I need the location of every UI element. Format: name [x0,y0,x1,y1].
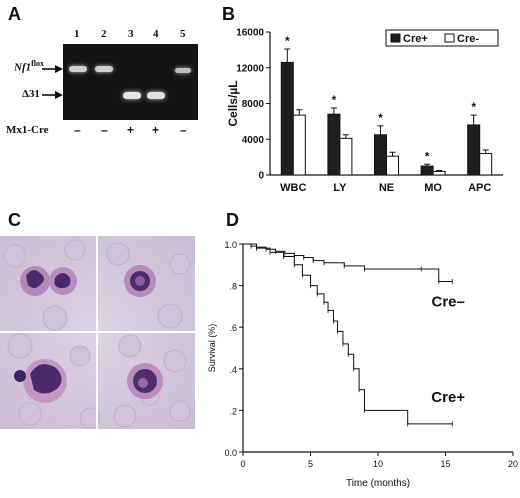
significance-star: * [378,111,383,125]
gel-band-d31-lane3 [123,92,141,99]
bar [432,170,446,176]
y-tick-label: 0 [258,171,264,182]
significance-star: * [332,93,337,107]
x-tick-label: NE [379,182,394,194]
nf1-arrow-icon [42,65,63,73]
y-tick-label: .8 [229,282,237,292]
significance-star: * [471,100,476,114]
legend-swatch [390,33,401,43]
survival-chart: 0.0 .2 .4 .6 .8 1.0 0 5 10 15 20 Survival (%) Time (… [207,240,518,489]
panel-label-a: A [8,4,21,24]
legend-label: Cre+ [403,33,428,45]
legend: Cre+ Cre- [385,29,499,47]
x-axis-label: Time (months) [346,478,410,489]
bar [420,165,434,176]
neutrophil-cell [20,266,77,296]
panel-label-b: B [222,4,235,24]
significance-star: * [425,149,430,163]
panel-label-d: D [226,210,239,230]
gel-lane-number: 3 [128,28,134,40]
x-tick-label: APC [468,182,491,194]
x-tick-label: MO [424,182,442,194]
mx1cre-label: Mx1-Cre [6,124,49,136]
legend-swatch [444,33,455,43]
genotype-sign: + [152,123,160,137]
gel-lane-number: 1 [74,28,80,40]
y-tick-label: .2 [229,406,237,416]
bar [467,124,481,176]
genotype-sign: + [127,123,135,137]
x-tick-label: WBC [280,182,306,194]
genotype-sign: – [74,123,81,137]
nf1-label-sup: flox [31,59,44,68]
panel-label-c: C [8,210,21,230]
gel-band-d31-lane4 [147,92,165,99]
myeloid-cell [124,265,156,297]
y-tick-label: 4000 [242,135,265,146]
x-tick-label: 15 [440,459,450,469]
curve-label: Cre+ [431,389,465,406]
micrograph-image [0,236,195,429]
genotype-sign: – [101,123,108,137]
y-tick-label: .4 [229,365,237,375]
gel-lane-number: 2 [101,28,107,40]
x-tick-label: LY [333,182,347,194]
bar [339,137,353,176]
curve-label: Cre– [432,293,465,310]
y-tick-label: 1.0 [224,240,237,250]
bar [386,155,399,176]
x-tick-label: 20 [508,459,518,469]
y-axis-label: Survival (%) [207,324,217,373]
micrograph-grid [0,236,195,429]
d31-arrow-icon [42,91,63,99]
gel-band-nf1-lane5 [175,68,191,73]
nf1-label-text: Nf1 [14,61,32,74]
bar [374,134,387,176]
y-tick-label: 8000 [242,99,265,110]
survival-curve [243,243,453,282]
y-tick-label: 12000 [236,63,264,74]
y-tick-label: 0.0 [224,448,237,458]
x-tick-label: 5 [308,459,313,469]
x-tick-label: 10 [373,459,383,469]
bar [280,61,294,176]
gel-band-nf1-lane2 [95,66,113,72]
nf1-flox-label: Nf1flox [14,59,44,74]
y-tick-label: .6 [229,323,237,333]
gel-lane-number: 5 [180,28,186,40]
legend-box [385,29,499,47]
bar [479,153,493,176]
gel-lane-number: 4 [153,28,159,40]
bar-chart: 0 4000 8000 12000 16000 Cells/µL * WBC * LY * NE * MO… [226,28,503,194]
genotype-sign: – [180,123,187,137]
blast-cell [127,363,163,399]
large-cell [14,359,67,403]
gel-image [63,44,198,120]
x-tick-label: 0 [240,459,245,469]
bar [292,114,306,176]
y-axis-label: Cells/µL [226,80,240,126]
bar [327,113,341,176]
d31-label: Δ31 [22,88,40,100]
gel-band-nf1-lane1 [69,66,87,72]
significance-star: * [285,34,290,48]
y-tick-label: 16000 [236,28,264,39]
legend-label: Cre- [457,33,479,45]
